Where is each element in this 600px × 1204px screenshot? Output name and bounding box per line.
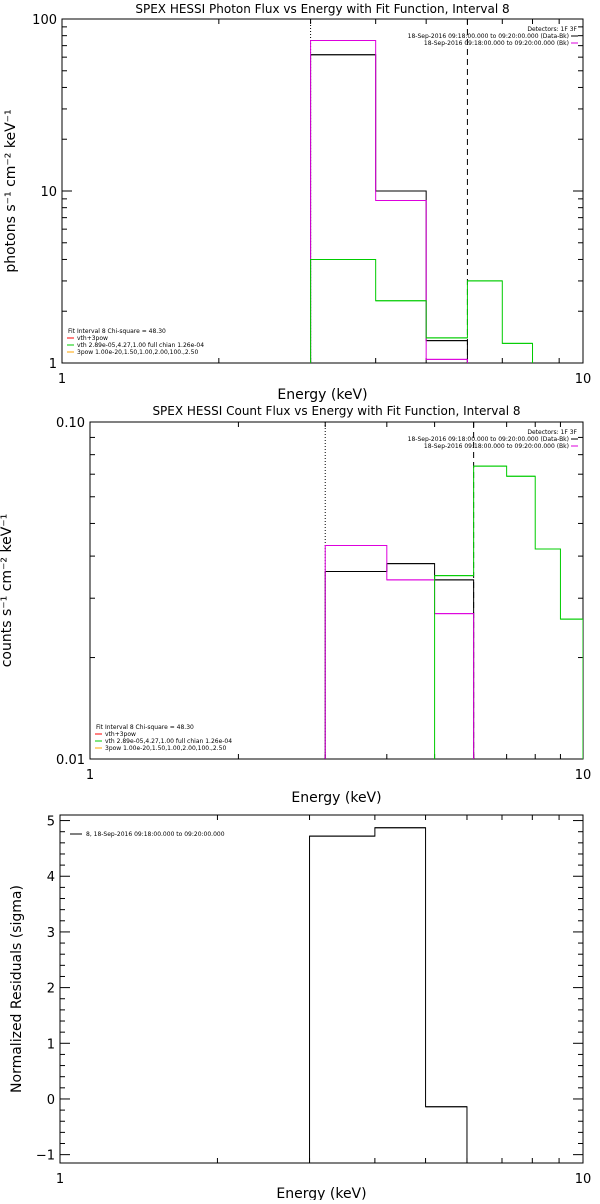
series-line-2 — [310, 39, 468, 363]
y-tick-label: 5 — [47, 815, 55, 830]
legend-topright-text: 18-Sep-2016 09:18:00.000 to 09:20:00.000… — [408, 436, 569, 443]
legend-topright-text: 18-Sep-2016 09:18:00.000 to 09:20:00.000… — [408, 33, 569, 40]
x-tick-label: 10 — [575, 1172, 592, 1187]
panel-2: SPEX HESSI Count Flux vs Energy with Fit… — [0, 404, 591, 806]
x-axis-label: Energy (keV) — [277, 387, 367, 403]
legend-topright-text: Detectors: 1F 3F — [527, 26, 577, 33]
legend-topleft-text: 8, 18-Sep-2016 09:18:00.000 to 09:20:00.… — [86, 831, 225, 838]
legend-bottomleft-text: vth+3pow — [105, 731, 136, 738]
plot-frame — [61, 18, 584, 364]
x-tick-label: 1 — [86, 768, 94, 783]
series-line-2 — [324, 545, 475, 759]
x-tick-label: 10 — [575, 372, 592, 387]
x-axis-label: Energy (keV) — [276, 1186, 366, 1200]
y-tick-label: −1 — [36, 1149, 55, 1164]
chart-title: SPEX HESSI Count Flux vs Energy with Fit… — [152, 404, 520, 418]
x-tick-label: 10 — [575, 768, 592, 783]
series-line-1 — [310, 54, 468, 363]
x-axis-label: Energy (keV) — [291, 790, 381, 806]
series-group — [309, 827, 468, 1163]
y-tick-label: 100 — [32, 13, 57, 28]
legend-bottomleft-text: vth+3pow — [77, 335, 108, 342]
legend-bottomleft-text: vth 2.89e-05,4.27,1.00 full chian 1.26e-… — [77, 342, 204, 349]
series-line-3 — [310, 258, 534, 363]
y-tick-label: 3 — [47, 926, 55, 941]
legend-bottomleft-text: Fit Interval 8 Chi-square = 48.30 — [96, 724, 194, 731]
x-tick-label: 1 — [58, 372, 66, 387]
legend-bottomleft-text: 3pow 1.00e-20,1.50,1.00,2.00,100.,2.50 — [77, 349, 198, 356]
y-tick-label: 1 — [49, 357, 57, 372]
x-tick-label: 1 — [56, 1172, 64, 1187]
series-group — [324, 465, 583, 759]
series-line-3 — [434, 465, 583, 759]
legend-bottomleft-text: Fit Interval 8 Chi-square = 48.30 — [68, 328, 166, 335]
y-axis-label: counts s⁻¹ cm⁻² keV⁻¹ — [0, 514, 15, 668]
series-group — [310, 39, 534, 363]
y-tick-label: 0.10 — [56, 416, 85, 431]
y-axis-label: Normalized Residuals (sigma) — [9, 885, 25, 1093]
y-tick-label: 1 — [47, 1037, 55, 1052]
series-line-1 — [324, 563, 475, 759]
y-axis-label: photons s⁻¹ cm⁻² keV⁻¹ — [3, 109, 19, 272]
legend-topright-text: 18-Sep-2016 09:18:00.000 to 09:20:00.000… — [424, 40, 569, 47]
chart-title: SPEX HESSI Photon Flux vs Energy with Fi… — [135, 2, 509, 16]
y-tick-label: 10 — [40, 185, 57, 200]
y-tick-label: 2 — [47, 982, 55, 997]
plot-frame — [59, 814, 584, 1164]
plot-frame — [89, 421, 584, 760]
panel-1: SPEX HESSI Photon Flux vs Energy with Fi… — [3, 2, 591, 403]
legend-bottomleft-text: 3pow 1.00e-20,1.50,1.00,2.00,100.,2.50 — [105, 745, 226, 752]
y-tick-label: 0 — [47, 1093, 55, 1108]
y-tick-label: 4 — [47, 870, 55, 885]
y-tick-label: 0.01 — [56, 753, 85, 768]
legend-topright-text: Detectors: 1F 3F — [527, 429, 577, 436]
legend-topright-text: 18-Sep-2016 09:18:00.000 to 09:20:00.000… — [424, 443, 569, 450]
panel-3: 1 10 −1 0 1 2 3 4 5 Energy (keV) Normalized Residu… — [9, 814, 592, 1202]
series-line-1 — [309, 827, 468, 1163]
legend-bottomleft-text: vth 2.89e-05,4.27,1.00 full chian 1.26e-… — [105, 738, 232, 745]
